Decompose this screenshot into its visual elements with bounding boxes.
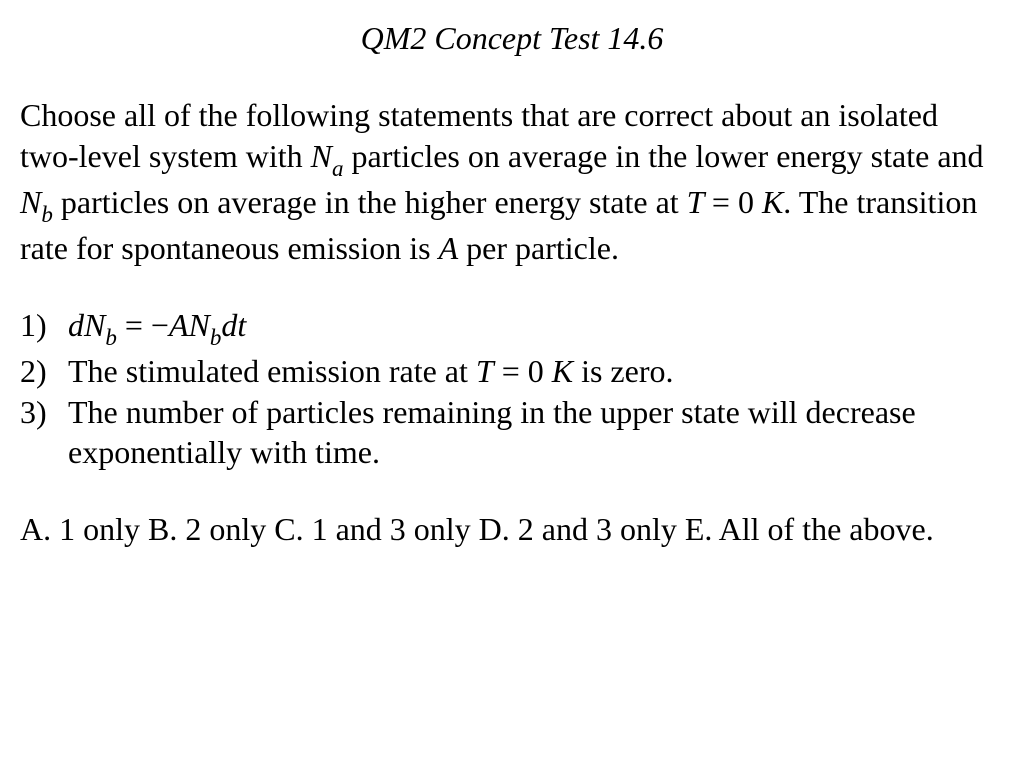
symbol-T0K: T = 0 K <box>687 184 784 220</box>
answer-choices: A. 1 only B. 2 only C. 1 and 3 only D. 2… <box>20 509 1004 550</box>
statement-2-post: is zero. <box>573 353 673 389</box>
eq-sub2: b <box>210 324 222 350</box>
symbol-Na-base: N <box>311 138 332 174</box>
prompt-seg5: per particle. <box>458 230 619 266</box>
prompt-seg2: particles on average in the lower energy… <box>343 138 983 174</box>
eq-d1: d <box>68 307 84 343</box>
eq-d2: d <box>221 307 237 343</box>
symbol-Nb-base: N <box>20 184 41 220</box>
statement-3: 3) The number of particles remaining in … <box>20 392 1004 474</box>
statements-list: 1) dNb = −ANbdt 2) The stimulated emissi… <box>20 305 1004 474</box>
statement-1-equation: dNb = −ANbdt <box>68 305 1004 351</box>
eq-N1: N <box>84 307 105 343</box>
statement-1: 1) dNb = −ANbdt <box>20 305 1004 351</box>
statement-2-number: 2) <box>20 351 68 392</box>
symbol-Nb: Nb <box>20 184 53 220</box>
statement-2-T0K: T = 0 K <box>476 353 573 389</box>
eq-t: t <box>237 307 246 343</box>
eq-mid: = − <box>117 307 169 343</box>
prompt-seg3: particles on average in the higher energ… <box>53 184 687 220</box>
statement-3-number: 3) <box>20 392 68 474</box>
symbol-Nb-sub: b <box>41 201 53 227</box>
question-prompt: Choose all of the following statements t… <box>20 95 1004 269</box>
symbol-Na-sub: a <box>332 155 344 181</box>
slide: QM2 Concept Test 14.6 Choose all of the … <box>0 0 1024 570</box>
statement-3-text: The number of particles remaining in the… <box>68 392 1004 474</box>
eq-sub1: b <box>105 324 117 350</box>
slide-title: QM2 Concept Test 14.6 <box>20 20 1004 57</box>
statement-2-text: The stimulated emission rate at T = 0 K … <box>68 351 1004 392</box>
symbol-Na: Na <box>311 138 344 174</box>
symbol-A: A <box>439 230 459 266</box>
eq-N2: N <box>189 307 210 343</box>
eq-A: A <box>169 307 189 343</box>
statement-1-number: 1) <box>20 305 68 351</box>
statement-2: 2) The stimulated emission rate at T = 0… <box>20 351 1004 392</box>
statement-2-pre: The stimulated emission rate at <box>68 353 476 389</box>
